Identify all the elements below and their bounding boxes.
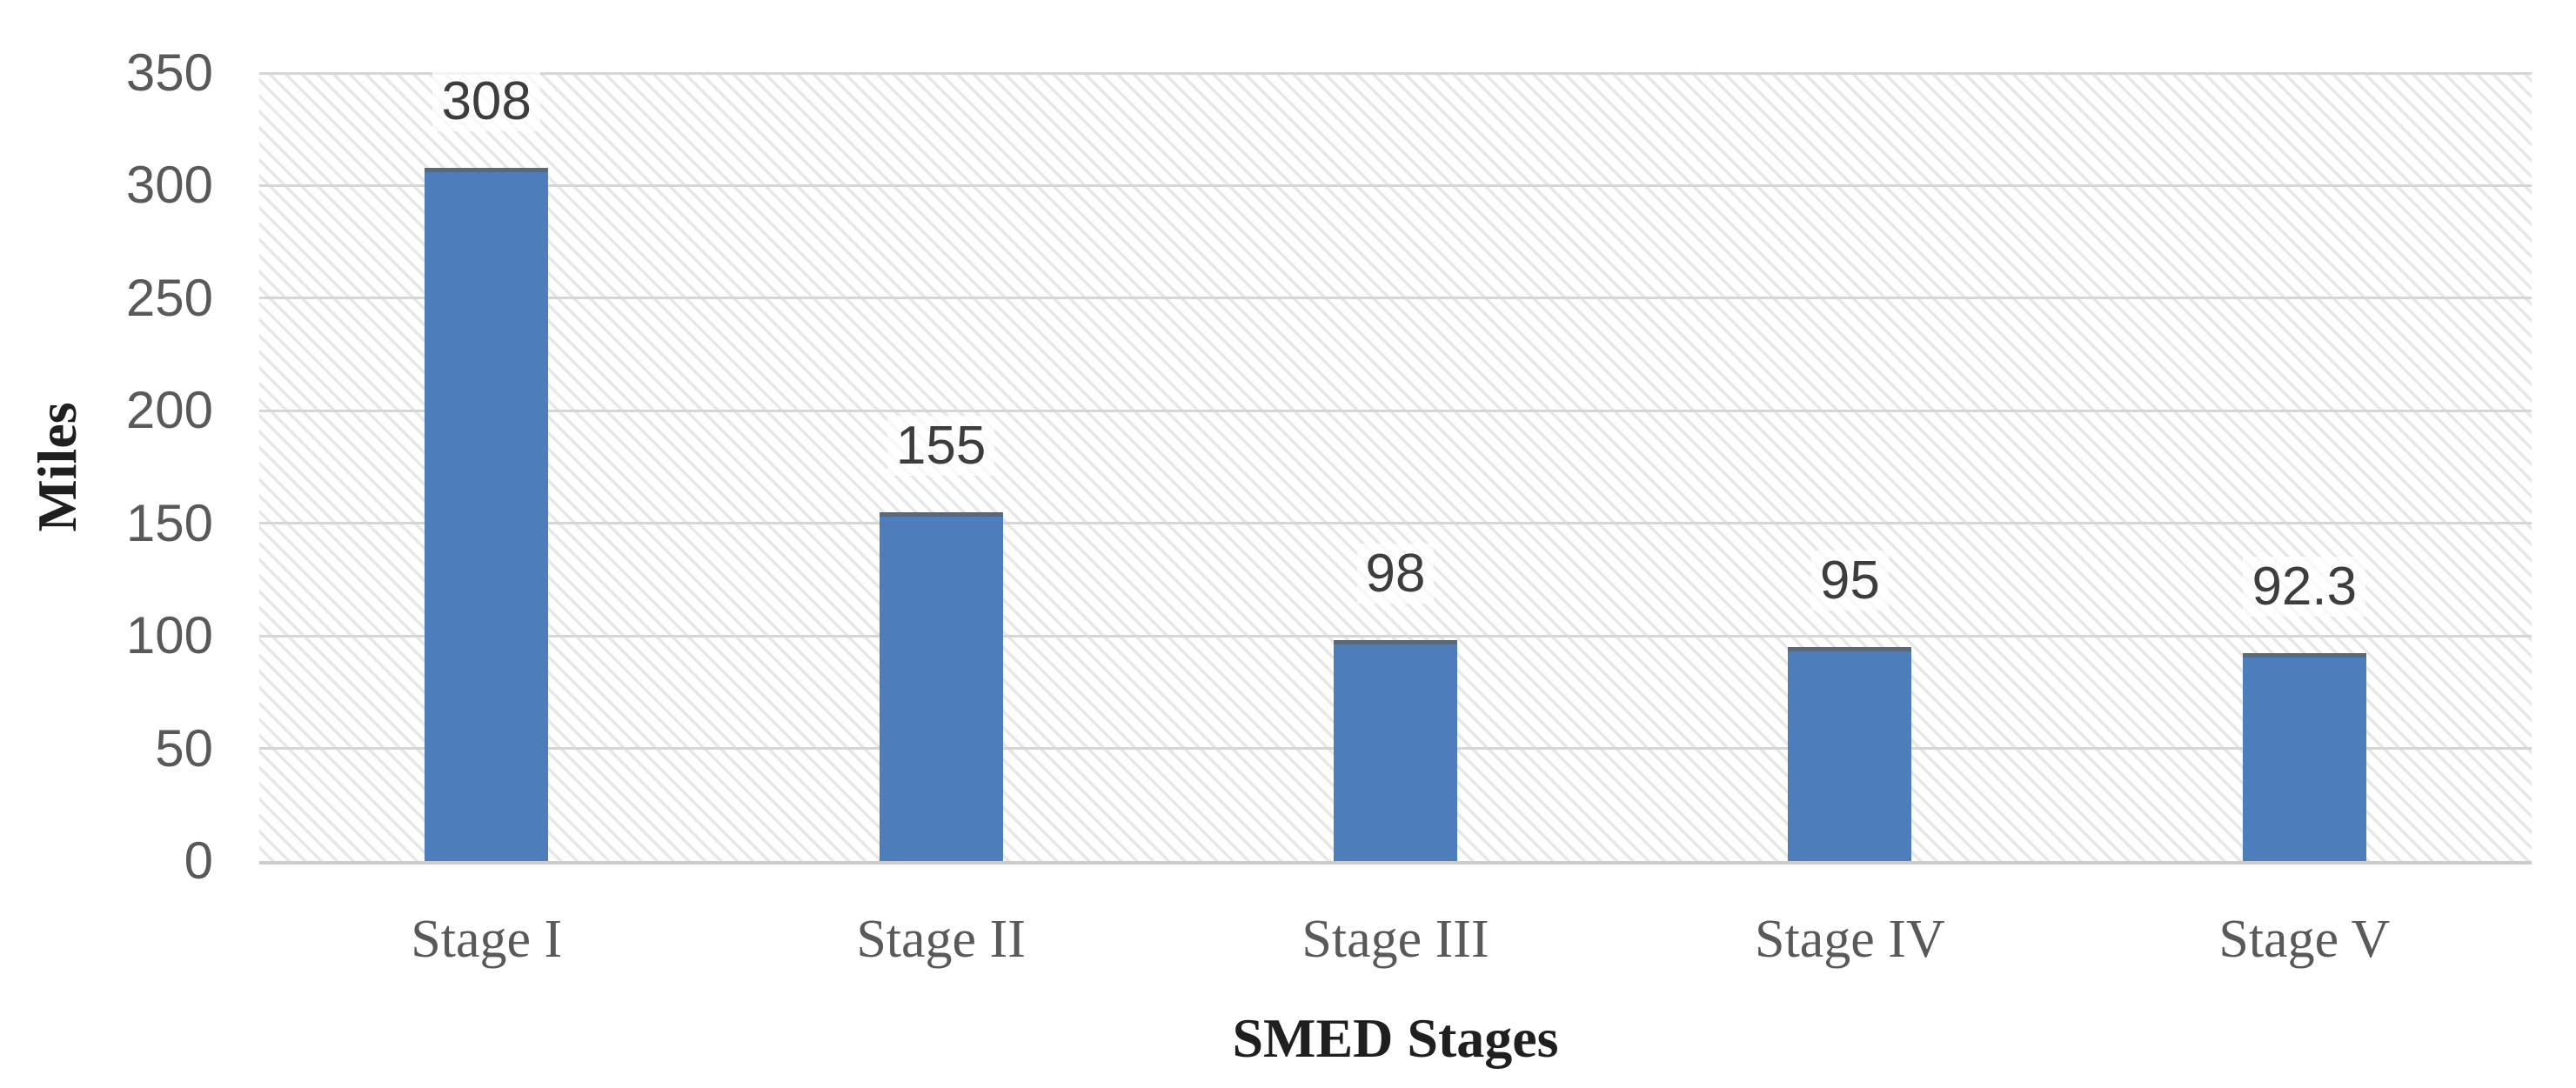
bar-stage-ii [879, 511, 1003, 861]
bar-stage-v [2242, 653, 2366, 861]
value-label: 92.3 [2165, 556, 2444, 618]
gridline-150 [259, 522, 2532, 525]
y-axis-tick-label: 100 [125, 606, 213, 665]
gridline-200 [259, 409, 2532, 412]
y-axis-tick-label: 250 [125, 268, 213, 327]
x-axis-category-label: Stage II [856, 910, 1026, 969]
y-axis-tick-label: 0 [184, 831, 213, 890]
bar-stage-iv [1788, 647, 1912, 861]
value-label: 95 [1710, 550, 1989, 612]
value-label: 308 [347, 70, 626, 133]
gridline-250 [259, 297, 2532, 300]
x-axis-category-label: Stage IV [1755, 910, 1945, 969]
bar-stage-iii [1334, 640, 1457, 861]
value-label: 98 [1256, 543, 1535, 605]
x-axis-title: SMED Stages [1232, 1007, 1559, 1069]
value-label: 155 [802, 415, 1081, 477]
y-axis-tick-label: 300 [125, 156, 213, 215]
x-axis-category-label: Stage III [1301, 910, 1489, 969]
x-axis-category-label: Stage V [2218, 910, 2391, 969]
gridline-300 [259, 184, 2532, 187]
value-label-text: 92.3 [2243, 557, 2366, 617]
x-axis-category-label: Stage I [411, 910, 563, 969]
value-label-text: 98 [1356, 544, 1435, 604]
bar-stage-i [425, 167, 549, 861]
gridline-350 [259, 71, 2532, 75]
y-axis-tick-label: 200 [125, 381, 213, 440]
y-axis-tick-label: 150 [125, 493, 213, 552]
y-axis-tick-label: 350 [125, 43, 213, 102]
y-axis-tick-label: 50 [155, 718, 213, 778]
gridline-100 [259, 634, 2532, 637]
value-label-text: 308 [432, 70, 540, 131]
value-label-text: 95 [1810, 551, 1889, 611]
plot-area: 308 155 98 95 92.3 [259, 70, 2532, 864]
value-label-text: 155 [887, 415, 995, 476]
